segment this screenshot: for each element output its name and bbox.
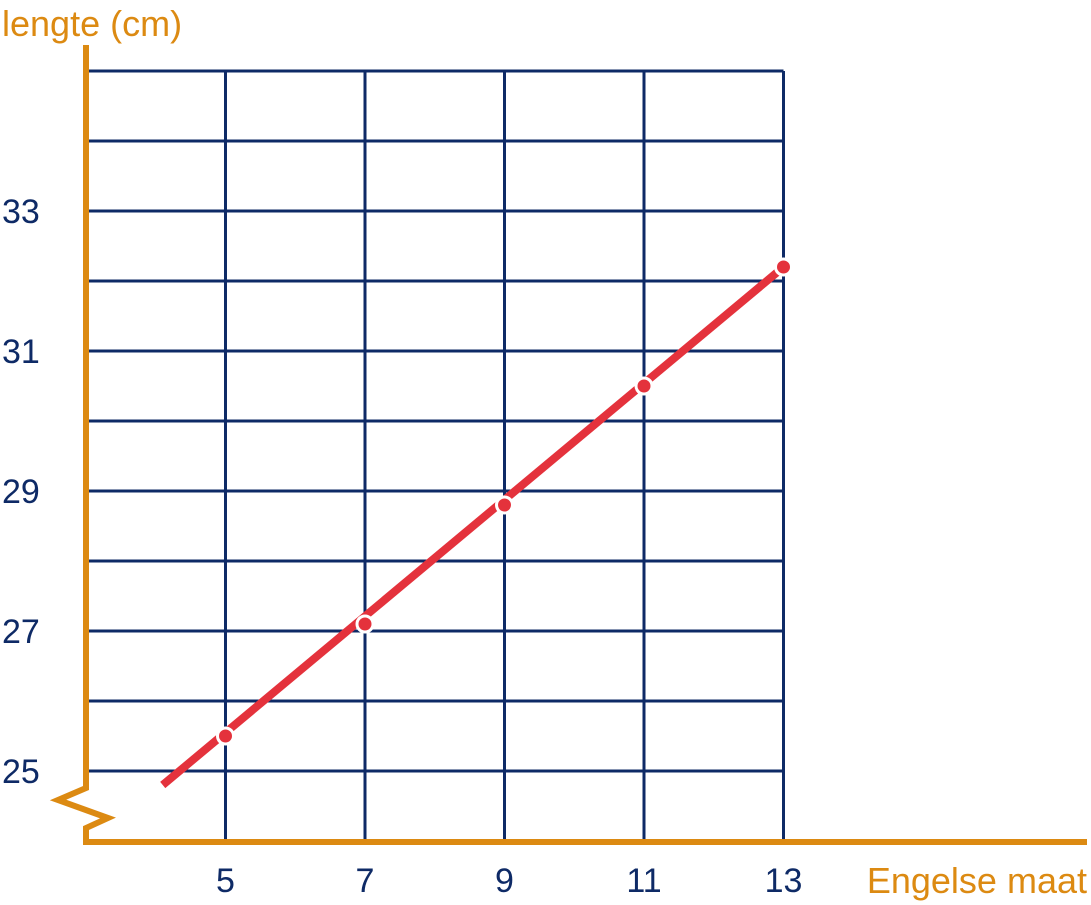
x-tick-label: 5 xyxy=(216,862,235,900)
y-tick-label: 27 xyxy=(2,613,40,651)
y-axis-line xyxy=(49,45,1087,845)
series xyxy=(160,257,793,789)
x-tick-label: 13 xyxy=(765,862,803,900)
tick-labels: 5 7 9 11 13 25 27 29 31 33 xyxy=(2,193,802,900)
y-tick-label: 33 xyxy=(2,193,40,231)
series-line xyxy=(160,263,787,789)
data-point xyxy=(216,726,235,746)
y-axis-title: lengte (cm) xyxy=(2,3,182,44)
axes xyxy=(49,45,1087,845)
x-tick-label: 9 xyxy=(495,862,514,900)
y-tick-label: 31 xyxy=(2,333,40,371)
data-point xyxy=(634,376,654,396)
x-tick-label: 11 xyxy=(626,862,661,900)
x-tick-label: 7 xyxy=(356,862,375,900)
grid xyxy=(86,69,785,842)
x-axis-title: Engelse maat xyxy=(867,860,1087,901)
data-point xyxy=(774,257,793,277)
y-tick-label: 25 xyxy=(2,753,40,791)
y-tick-label: 29 xyxy=(2,473,40,511)
data-point xyxy=(495,495,514,515)
data-point xyxy=(355,614,375,634)
